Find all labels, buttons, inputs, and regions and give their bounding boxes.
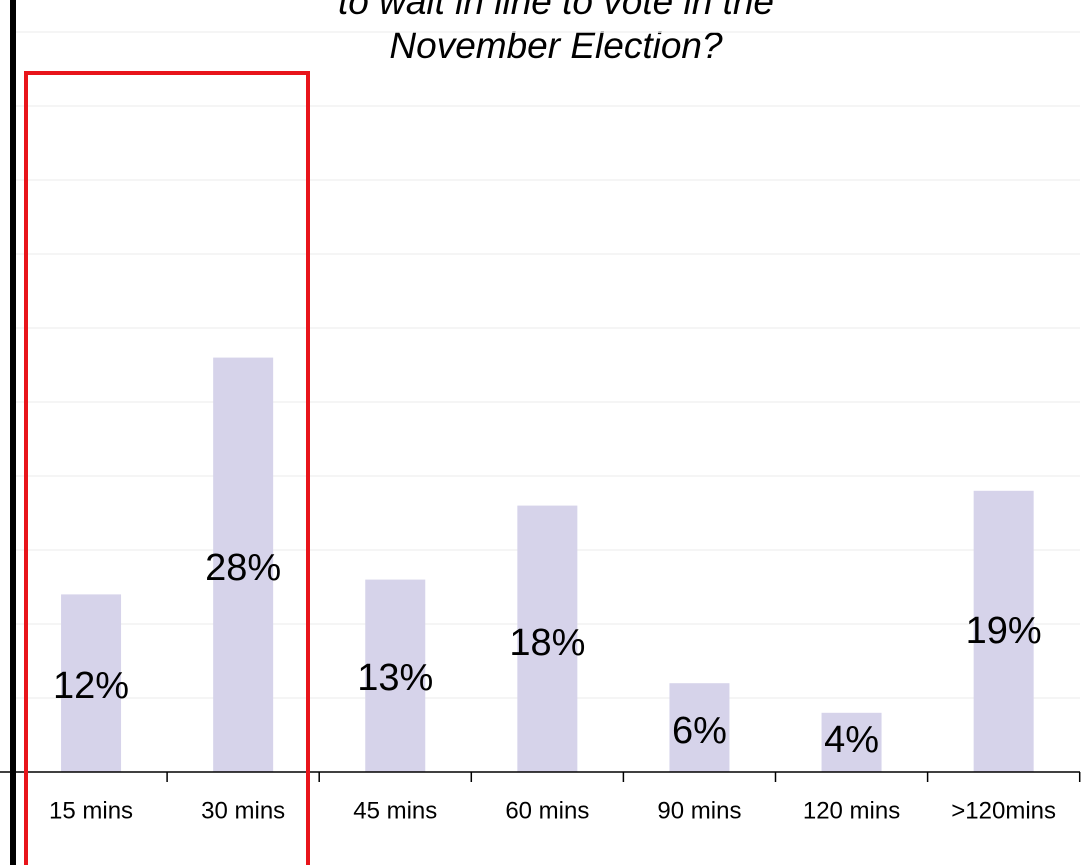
bar [821, 712, 882, 772]
data-label: 6% [672, 710, 727, 752]
x-tick-label: 15 mins [49, 797, 133, 824]
x-tick-label: 45 mins [353, 797, 437, 824]
highlight-box [24, 71, 310, 865]
x-tick-label: 120 mins [803, 797, 900, 824]
data-label: 28% [205, 547, 281, 589]
x-tick-label: 30 mins [201, 797, 285, 824]
data-label: 13% [357, 657, 433, 699]
x-tick-label: 60 mins [505, 797, 589, 824]
bar [213, 357, 274, 772]
bar [517, 505, 578, 772]
bar [669, 683, 730, 772]
data-label: 12% [53, 665, 129, 707]
plot [61, 357, 1034, 772]
data-label: 19% [966, 610, 1042, 652]
grid [15, 31, 1080, 699]
x-tick-label: 90 mins [657, 797, 741, 824]
chart-title: to wait in line to vote in the [338, 0, 774, 22]
x-tick-label: >120mins [951, 797, 1056, 824]
chart-title: November Election? [389, 25, 723, 66]
data-label: 4% [824, 719, 879, 761]
bar [365, 579, 426, 772]
bar [973, 490, 1034, 772]
bar [61, 594, 122, 772]
data-label: 18% [509, 622, 585, 664]
